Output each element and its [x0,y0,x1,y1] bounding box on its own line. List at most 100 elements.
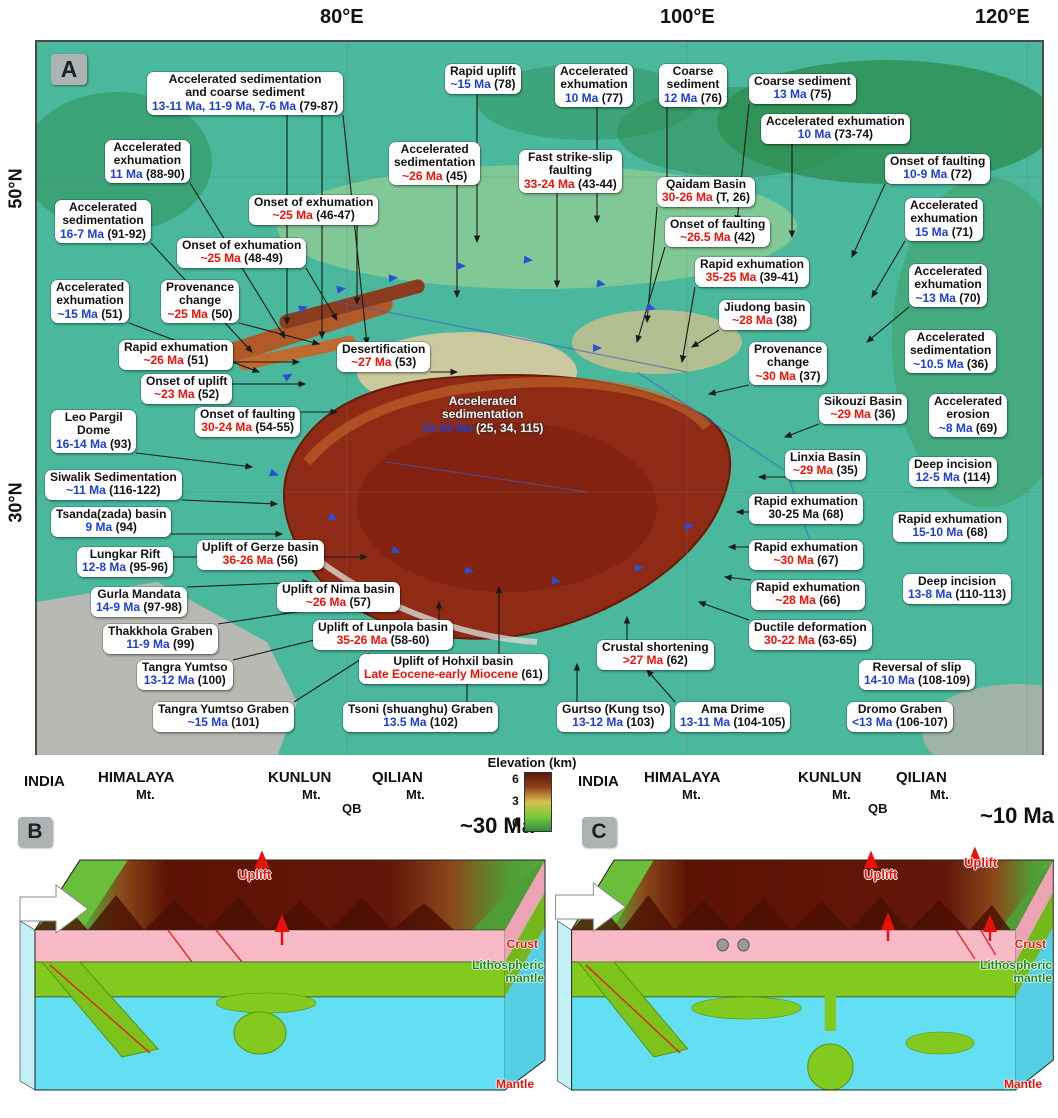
longitude-tick-label: 100°E [660,6,715,28]
leader-arrow [679,286,696,364]
map-annotation: Coarse sediment 12 Ma (76) [659,64,728,108]
section-header-label: Mt. [930,787,949,802]
section-header-label: KUNLUN [268,769,332,786]
map-central-label: Accelerated sedimentation 15-10 Ma (25, 34… [422,394,544,435]
mountain-ridge [35,895,454,930]
section-header-label: HIMALAYA [98,769,175,786]
map-annotation: Provenance change ~30 Ma (37) [749,342,828,386]
map-annotation: Crustal shortening >27 Ma (62) [597,640,714,670]
leader-arrow [646,669,676,703]
leader-arrow [691,329,720,348]
mantle-label: Mantle [1003,1077,1042,1091]
uplift-label: Uplift [238,867,272,882]
panel-b-label: B [18,817,52,847]
convergence-arrow [555,882,627,932]
map-annotation: Qaidam Basin 30-26 Ma (T, 26) [657,177,756,207]
map-annotation: Ductile deformation 30-22 Ma (63-65) [749,620,872,650]
map-annotation: Leo Pargil Dome 16-14 Ma (93) [51,410,137,454]
map-annotation: Deep incision 13-8 Ma (110-113) [903,574,1012,604]
leader-arrow [238,322,321,346]
map-annotation: Gurla Mandata 14-9 Ma (97-98) [91,587,188,617]
map-annotation: Deep incision 12-5 Ma (114) [909,457,998,487]
leader-arrow [135,452,254,470]
section-header-label: Mt. [406,787,425,802]
map-annotation: Rapid uplift ~15 Ma (78) [445,64,521,94]
map-annotation: Onset of faulting 30-24 Ma (54-55) [195,407,301,437]
block-left-face [557,920,572,1091]
leader-arrow [697,601,750,621]
map-annotation: Accelerated sedimentation and coarse sedi… [147,72,344,116]
crust-label: Crust [506,937,538,951]
map-annotation: Accelerated exhumation ~15 Ma (51) [51,280,130,324]
leader-arrow [305,267,338,321]
crust-layer [34,929,506,963]
crust-label: Crust [1014,937,1046,951]
lithospheric-mantle-label: Lithospheric mantle [471,958,544,985]
map-annotation: Fast strike-slip faulting 33-24 Ma (43-44) [519,150,622,194]
map-annotation: Sikouzi Basin ~29 Ma (36) [819,394,908,424]
map-annotation: Accelerated sedimentation 16-7 Ma (91-92) [55,200,152,244]
map-annotation: Rapid exhumation 35-25 Ma (39-41) [695,257,810,287]
leader-arrow [866,306,910,343]
section-header-label: Mt. [682,787,701,802]
blue-arrow-marker [388,273,399,283]
mantle-drip [233,1011,287,1055]
blue-arrow-marker [457,262,466,270]
leader-arrow [783,423,820,438]
section-header-label: QILIAN [896,769,947,786]
map-annotation: Accelerated sedimentation ~10.5 Ma (36) [905,330,997,374]
latitude-axis: 50°N 30°N [0,0,34,760]
panel-a-label: A [51,54,87,85]
leader-arrow [635,246,666,344]
map-annotation: Accelerated exhumation 11 Ma (88-90) [105,140,190,184]
longitude-tick-label: 80°E [320,6,364,28]
cross-section-c-graphic [555,846,1055,1091]
leader-arrow [293,653,370,703]
leader-arrow [342,114,370,346]
section-header-label: QB [342,801,362,816]
map-annotation: Uplift of Hohxil basin Late Eocene-early … [359,654,548,684]
map-annotation: Reversal of slip 14-10 Ma (108-109) [859,660,976,690]
map-annotation: Onset of exhumation ~25 Ma (48-49) [177,238,307,268]
section-header-label: QILIAN [372,769,423,786]
section-header-label: KUNLUN [798,769,862,786]
map-annotation: Uplift of Nima basin ~26 Ma (57) [277,582,400,612]
cross-sections: INDIA HIMALAYA Mt. KUNLUN Mt. QB QILIAN Mt. B ~… [0,755,1058,1118]
mantle-label: Mantle [495,1077,534,1091]
uplift-label: Uplift [964,855,998,870]
crust-layer [571,929,1016,963]
map-annotation: Tangra Yumtso 13-12 Ma (100) [137,660,233,690]
map-annotation: Gurtso (Kung tso) 13-12 Ma (103) [557,702,670,732]
map-annotation: Accelerated sedimentation ~26 Ma (45) [389,142,481,186]
blue-arrow-marker [336,284,347,294]
panel-a-map: A Accelerated sedimentation and coarse se… [35,40,1044,759]
blue-arrow-marker [523,255,534,265]
map-annotation: Rapid exhumation ~26 Ma (51) [119,340,234,370]
panel-c-label: C [582,817,616,847]
legend-ticks: 6 3 0 [512,772,519,830]
map-annotation: Jiudong basin ~28 Ma (38) [719,300,811,330]
map-annotation: Accelerated exhumation 15 Ma (71) [905,198,984,242]
mountain-ridge [571,895,1011,930]
panel-c-time: ~10 Ma [980,803,1054,828]
lithospheric-mantle-label: Lithospheric mantle [979,958,1052,985]
legend-title: Elevation (km) [487,755,577,770]
map-annotation: Accelerated exhumation ~13 Ma (70) [909,264,988,308]
map-annotation: Onset of faulting ~26.5 Ma (42) [665,217,771,247]
map-annotation: Provenance change ~25 Ma (50) [161,280,240,324]
latitude-tick-label: 30°N [5,482,26,523]
latitude-tick-label: 50°N [5,168,26,209]
convergence-arrow [19,884,89,934]
map-annotation: Tsoni (shuanghu) Graben 13.5 Ma (102) [343,702,499,732]
blue-arrow-marker [464,566,475,576]
mantle-drip [807,1043,854,1091]
blue-arrow-marker [551,576,562,586]
uplift-label: Uplift [864,867,898,882]
panel-b-time: ~30 Ma [460,813,534,838]
crust-dot [737,938,750,952]
map-annotation: Rapid exhumation ~28 Ma (66) [751,580,866,610]
map-annotation: Accelerated exhumation 10 Ma (77) [555,64,634,108]
map-annotation: Rapid exhumation ~30 Ma (67) [749,540,864,570]
section-header-label: Mt. [136,787,155,802]
